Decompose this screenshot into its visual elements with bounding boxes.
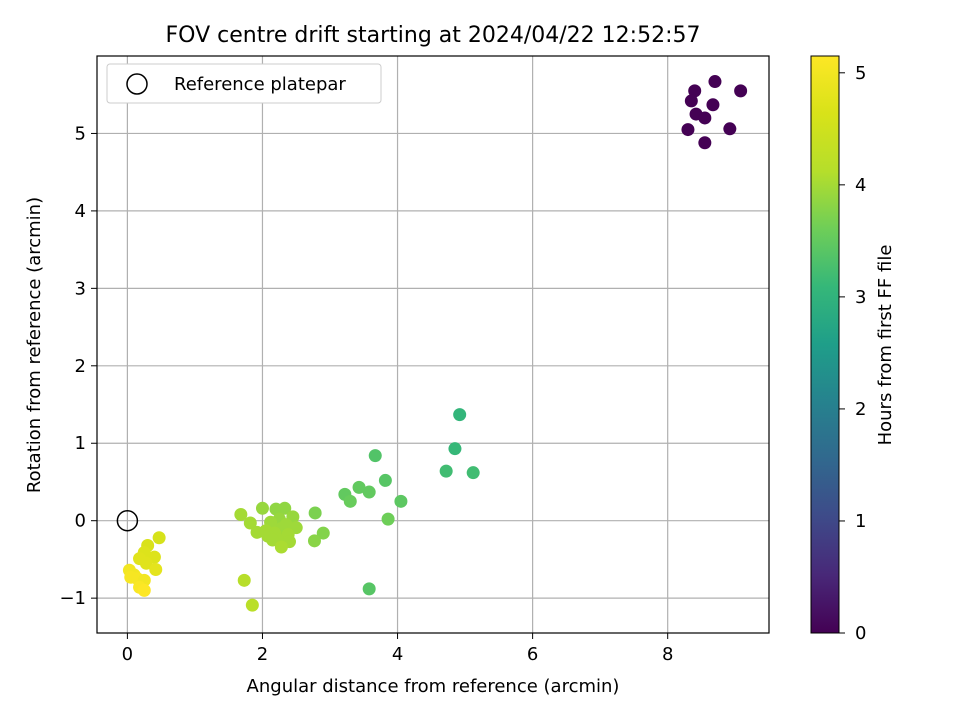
data-point	[137, 583, 151, 597]
data-point	[698, 136, 712, 150]
data-point	[278, 501, 292, 515]
data-point	[362, 582, 376, 596]
plot-area-frame	[96, 55, 770, 634]
data-point	[448, 442, 462, 456]
data-point	[237, 573, 251, 587]
data-point	[453, 408, 467, 422]
data-point	[734, 84, 748, 98]
colorbar-ticks: 0 1 2 3 4 5	[839, 63, 866, 644]
x-tick-label: 8	[662, 644, 673, 665]
y-tick-label: 3	[75, 278, 86, 299]
data-point	[706, 98, 720, 112]
colorbar-label: Hours from first FF file	[875, 245, 896, 446]
grid-lines	[97, 56, 769, 633]
data-point	[688, 84, 702, 98]
colorbar-tick-label: 3	[855, 287, 866, 308]
data-point	[394, 494, 408, 508]
data-point	[723, 122, 737, 136]
data-point	[316, 526, 330, 540]
y-tick-label: 1	[75, 433, 86, 454]
x-axis-label: Angular distance from reference (arcmin)	[247, 676, 620, 697]
x-tick-label: 6	[527, 644, 538, 665]
data-point	[308, 506, 322, 520]
x-tick-label: 4	[392, 644, 403, 665]
y-tick-label: 5	[75, 123, 86, 144]
y-tick-label: 0	[75, 511, 86, 532]
y-tick-label: −1	[59, 588, 86, 609]
data-point	[243, 516, 257, 530]
colorbar-tick-label: 5	[855, 63, 866, 84]
data-point	[266, 533, 280, 547]
data-point	[362, 485, 376, 499]
data-point	[152, 531, 166, 545]
x-tick-label: 2	[257, 644, 268, 665]
data-points	[116, 75, 748, 612]
legend-box	[106, 63, 382, 104]
data-point	[368, 449, 382, 463]
reference-platepar-marker	[116, 509, 139, 532]
colorbar-tick-label: 2	[855, 399, 866, 420]
data-point	[307, 534, 321, 548]
x-tick-label: 0	[122, 644, 133, 665]
colorbar-tick-label: 4	[855, 175, 866, 196]
data-point	[352, 480, 366, 494]
data-point	[274, 540, 288, 554]
data-point	[255, 501, 269, 515]
data-point	[681, 123, 695, 137]
data-point	[343, 494, 357, 508]
legend-open-circle-marker	[126, 73, 148, 95]
data-point	[698, 111, 712, 125]
data-point	[139, 556, 153, 570]
colorbar: 0 1 2 3 4 5 Hours from first FF file	[810, 55, 896, 644]
data-point	[245, 598, 259, 612]
data-point	[708, 75, 722, 89]
colorbar-tick-label: 0	[855, 623, 866, 644]
data-point	[466, 466, 480, 480]
legend-entry-label: Reference platepar	[174, 74, 346, 95]
data-point	[250, 525, 264, 539]
chart-title: FOV centre drift starting at 2024/04/22 …	[166, 23, 701, 48]
data-point	[684, 94, 698, 108]
data-point	[439, 464, 453, 478]
data-point	[234, 508, 248, 522]
colorbar-tick-label: 1	[855, 511, 866, 532]
axis-ticks: 0 2 4 6 8 −1 0 1 2 3 4 5	[59, 123, 673, 665]
y-tick-label: 2	[75, 356, 86, 377]
data-point	[381, 512, 395, 526]
data-point	[149, 562, 163, 576]
legend: Reference platepar	[106, 63, 382, 104]
colorbar-gradient	[810, 55, 840, 634]
data-point	[378, 473, 392, 487]
y-tick-label: 4	[75, 201, 86, 222]
y-axis-label: Rotation from reference (arcmin)	[24, 197, 45, 493]
